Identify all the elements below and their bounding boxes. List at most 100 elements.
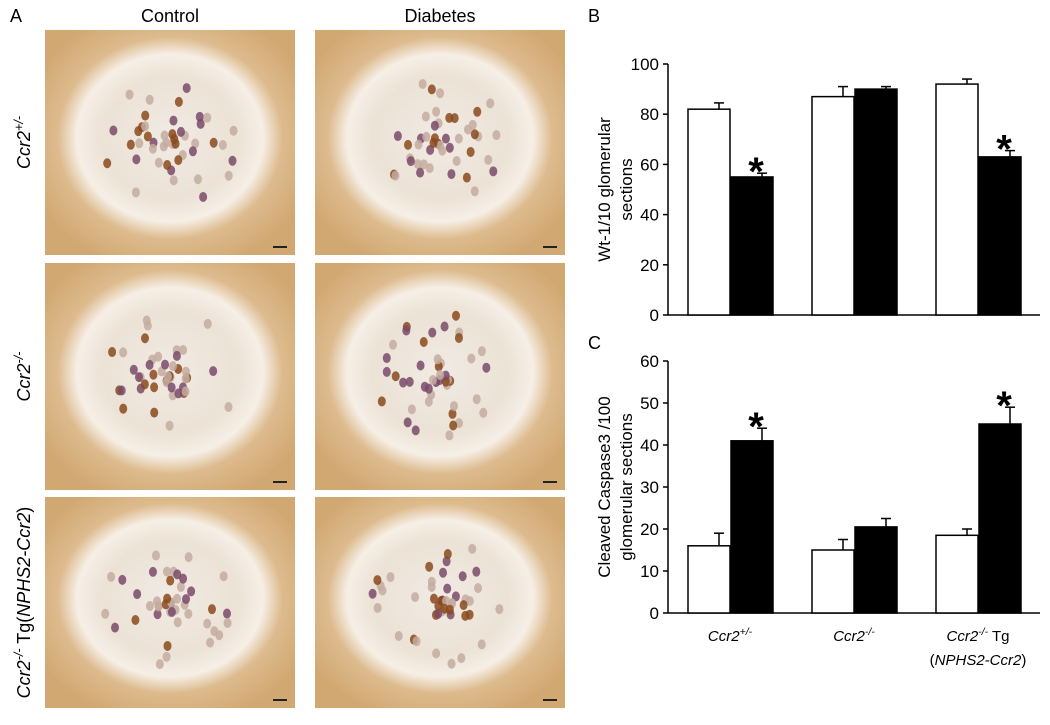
nucleus [223, 608, 232, 619]
text-segment: ) [14, 507, 34, 513]
text-segment: Ccr2 [14, 660, 34, 698]
nucleus [145, 359, 154, 370]
nucleus [473, 106, 482, 117]
text-segment: +/- [740, 626, 753, 638]
nucleus [382, 366, 391, 377]
nucleus [432, 648, 441, 659]
text-segment: ( [930, 652, 935, 669]
text-segment: NPHS2-Ccr2 [14, 513, 34, 617]
nucleus [179, 345, 188, 356]
y-axis-label: Cleaved Caspase3 /100 glomerular sections [595, 396, 636, 577]
nucleus [465, 595, 474, 606]
nucleus [440, 321, 449, 332]
text-segment: -/- [12, 352, 26, 364]
nucleus [472, 394, 481, 405]
nucleus [377, 396, 386, 407]
nucleus [439, 567, 448, 578]
nucleus [368, 588, 377, 599]
nucleus [448, 408, 457, 419]
nucleus [148, 143, 157, 154]
text-segment: -/- [12, 648, 26, 660]
nucleus [108, 347, 117, 358]
nucleus [140, 379, 149, 390]
nucleus [457, 653, 466, 664]
nucleus [413, 159, 422, 170]
y-tick-label: 100 [631, 55, 659, 74]
column-label: Control [141, 6, 199, 26]
nucleus [196, 118, 205, 129]
nucleus [463, 124, 472, 135]
row-label: Ccr2+/- [12, 116, 34, 169]
nucleus [428, 375, 437, 386]
nucleus [430, 133, 439, 144]
nucleus [169, 115, 178, 126]
nucleus [161, 359, 170, 370]
bar [730, 440, 774, 614]
nucleus [152, 596, 161, 607]
y-tick-label: 10 [640, 562, 659, 581]
panel-label: A [10, 6, 22, 26]
nucleus [172, 350, 181, 361]
y-tick-label: 40 [640, 436, 659, 455]
nucleus [393, 131, 402, 142]
nucleus [443, 583, 452, 594]
nucleus [219, 571, 228, 582]
nucleus [474, 583, 483, 594]
nucleus [399, 377, 408, 388]
nucleus [184, 608, 193, 619]
nucleus [454, 133, 463, 144]
nucleus [143, 131, 152, 142]
nucleus [166, 575, 175, 586]
nucleus [489, 166, 498, 177]
nucleus [432, 106, 441, 117]
nucleus [402, 325, 411, 336]
nucleus [492, 130, 501, 141]
bar [811, 549, 855, 614]
nucleus [142, 315, 151, 326]
nucleus [424, 396, 433, 407]
nucleus [482, 362, 491, 373]
nucleus [414, 139, 423, 150]
text-segment: Ccr2 [14, 131, 34, 169]
nucleus [391, 170, 400, 181]
nucleus [427, 84, 436, 95]
nucleus [209, 137, 218, 148]
significance-marker: * [996, 128, 1012, 172]
nucleus [181, 373, 190, 384]
nucleus [199, 191, 208, 202]
x-tick-label: Ccr2+/- [708, 626, 753, 645]
nucleus [419, 159, 428, 170]
text-segment: +/- [12, 116, 26, 131]
nucleus [477, 346, 486, 357]
nucleus [436, 369, 445, 380]
y-label-line: Wt-1/10 glomerular [595, 117, 614, 262]
nucleus [165, 420, 174, 431]
nucleus [447, 658, 456, 669]
nucleus [428, 327, 437, 338]
nucleus [223, 617, 232, 628]
nucleus [107, 571, 116, 582]
nucleus [434, 601, 443, 612]
nucleus [441, 133, 450, 144]
nucleus [458, 571, 467, 582]
text-segment: Ccr2 [833, 628, 865, 645]
nucleus [173, 593, 182, 604]
nucleus [151, 550, 160, 561]
bar [854, 526, 898, 614]
nucleus [131, 614, 140, 625]
bar [811, 95, 855, 316]
nucleus [133, 589, 142, 600]
nucleus [459, 600, 468, 611]
nucleus [373, 603, 382, 614]
nucleus [117, 385, 126, 396]
nucleus [168, 361, 177, 372]
nucleus [119, 403, 128, 414]
nucleus [148, 566, 157, 577]
nucleus [470, 186, 479, 197]
nucleus [150, 407, 159, 418]
nucleus [182, 83, 191, 94]
nucleus [445, 604, 454, 615]
y-tick-label: 30 [640, 478, 659, 497]
nucleus [411, 592, 420, 603]
nucleus [215, 630, 224, 641]
